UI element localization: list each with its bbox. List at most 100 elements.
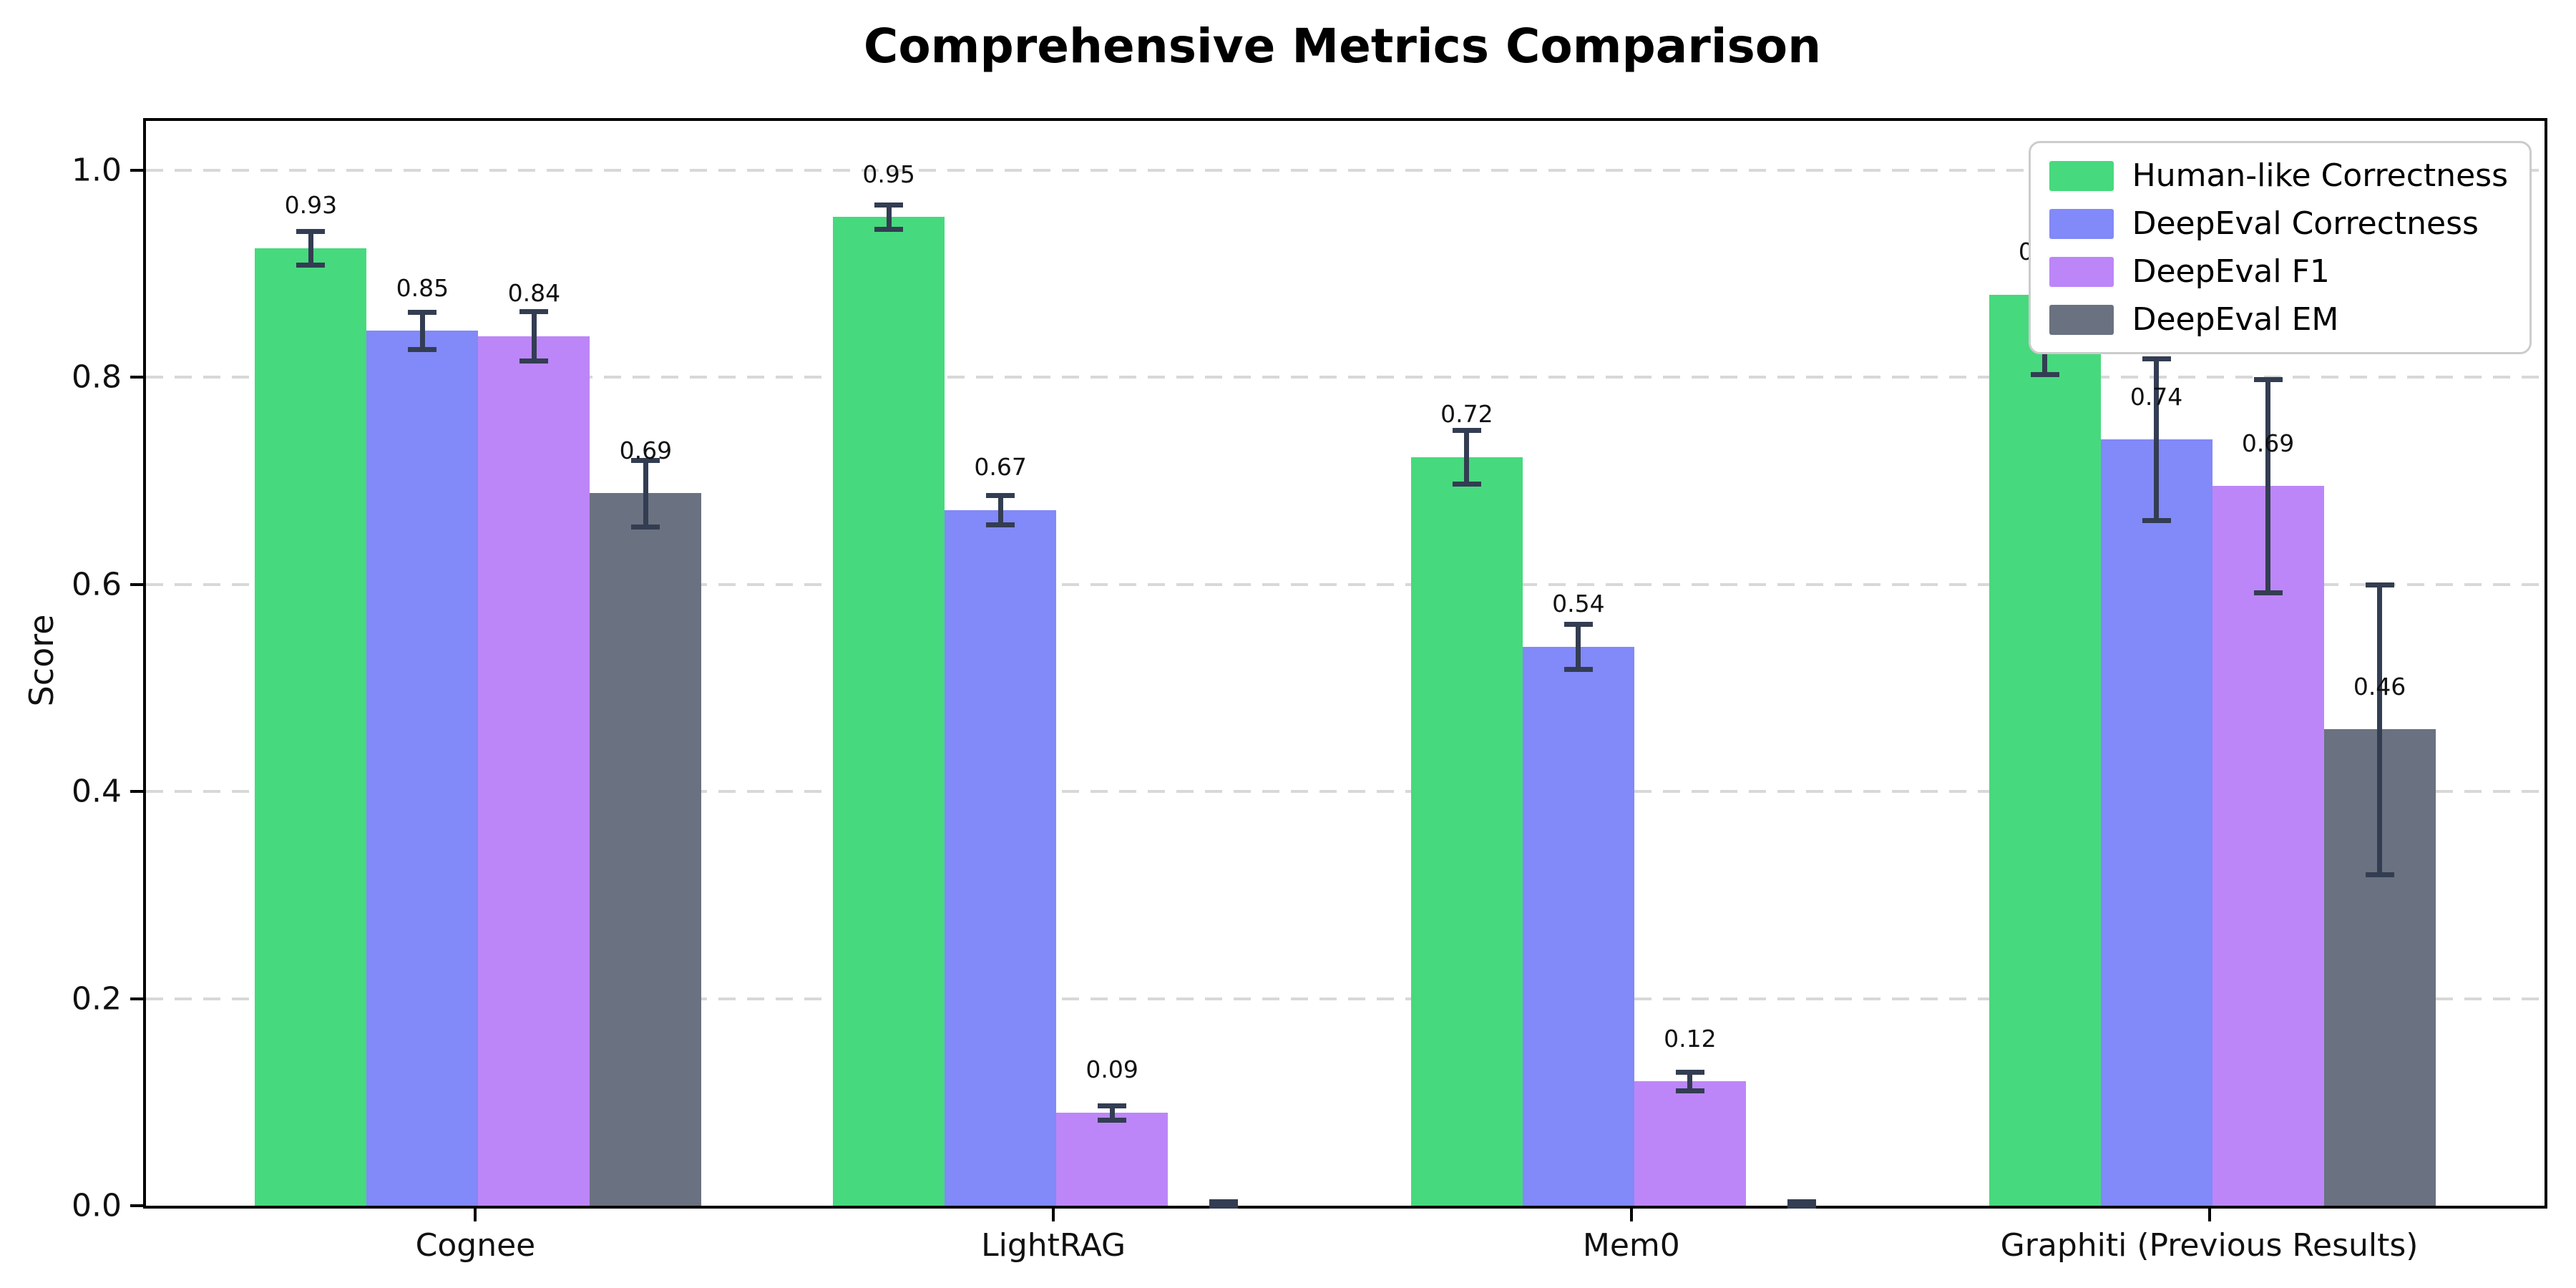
- bar-value-label: 0.85: [396, 273, 449, 302]
- legend-label: Human-like Correctness: [2132, 157, 2508, 194]
- error-bar-cap-top: [408, 310, 437, 316]
- error-bar-cap-top: [1675, 1070, 1704, 1075]
- error-bar-cap-top: [986, 493, 1015, 499]
- gridline: [146, 376, 2545, 379]
- x-tick-label: LightRAG: [981, 1227, 1126, 1264]
- error-bar-cap-top: [1209, 1199, 1239, 1205]
- bar: [2212, 486, 2324, 1206]
- error-bar-cap-bottom: [1787, 1204, 1816, 1209]
- error-bar: [1109, 1105, 1115, 1120]
- error-bar-cap-bottom: [408, 347, 437, 353]
- y-tick-mark: [130, 1204, 143, 1207]
- legend-item: Human-like Correctness: [2049, 157, 2508, 194]
- x-tick-mark: [2207, 1209, 2211, 1221]
- error-bar: [1576, 623, 1581, 670]
- error-bar-cap-top: [874, 202, 904, 208]
- bar-value-label: 0.93: [284, 191, 338, 220]
- legend-label: DeepEval F1: [2132, 253, 2330, 290]
- x-tick-mark: [1629, 1209, 1633, 1221]
- error-bar-cap-bottom: [631, 524, 660, 530]
- error-bar: [1687, 1072, 1693, 1091]
- error-bar-cap-top: [519, 308, 549, 314]
- x-tick-label: Mem0: [1582, 1227, 1680, 1264]
- bar: [1056, 1112, 1169, 1206]
- gridline: [146, 997, 2545, 1000]
- error-bar-cap-bottom: [1675, 1088, 1704, 1094]
- bar-value-label: 0.72: [1440, 400, 1493, 429]
- error-bar-cap-bottom: [2030, 372, 2059, 378]
- bar: [478, 336, 590, 1206]
- error-bar-cap-bottom: [519, 358, 549, 364]
- bar: [590, 493, 702, 1206]
- y-tick-mark: [130, 790, 143, 794]
- error-bar-cap-top: [2365, 582, 2394, 587]
- legend-swatch: [2049, 304, 2114, 335]
- y-tick-mark: [130, 997, 143, 1000]
- bar: [2100, 439, 2212, 1206]
- bar-value-label: 0.95: [862, 160, 915, 188]
- y-tick-mark: [130, 376, 143, 379]
- error-bar-cap-top: [296, 229, 326, 235]
- error-bar-cap-top: [2253, 377, 2283, 383]
- error-bar-cap-bottom: [1452, 482, 1481, 487]
- error-bar-cap-bottom: [2253, 590, 2283, 596]
- y-tick-mark: [130, 582, 143, 586]
- error-bar: [531, 311, 537, 361]
- y-tick-label: 0.6: [72, 566, 122, 603]
- x-tick-mark: [1052, 1209, 1055, 1221]
- gridline: [146, 790, 2545, 794]
- error-bar-cap-bottom: [986, 522, 1015, 527]
- x-tick-label: Cognee: [415, 1227, 536, 1264]
- gridline: [146, 582, 2545, 586]
- error-bar-cap-top: [1563, 621, 1593, 627]
- bar: [1410, 457, 1523, 1206]
- bar: [945, 509, 1057, 1206]
- legend-swatch: [2049, 160, 2114, 191]
- bar-value-label: 0.12: [1664, 1024, 1717, 1053]
- error-bar-cap-top: [631, 458, 660, 464]
- error-bar-cap-top: [1452, 428, 1481, 434]
- error-bar: [1464, 430, 1470, 484]
- bar: [366, 331, 479, 1206]
- y-tick-label: 0.8: [72, 358, 122, 396]
- error-bar-cap-bottom: [874, 227, 904, 233]
- error-bar-cap-bottom: [1563, 667, 1593, 673]
- error-bar-cap-top: [1098, 1103, 1127, 1108]
- error-bar-cap-bottom: [2142, 518, 2171, 524]
- error-bar: [419, 312, 425, 350]
- error-bar: [2265, 379, 2271, 593]
- y-tick-label: 0.4: [72, 773, 122, 810]
- bar: [1989, 294, 2101, 1206]
- error-bar: [997, 495, 1003, 525]
- bar-value-label: 0.74: [2129, 382, 2183, 411]
- legend-item: DeepEval Correctness: [2049, 205, 2508, 242]
- legend: Human-like Correctness DeepEval Correctne…: [2028, 141, 2532, 354]
- error-bar-cap-bottom: [1209, 1204, 1239, 1209]
- bar: [255, 248, 367, 1206]
- bar: [1634, 1081, 1746, 1206]
- bar-value-label: 0.69: [619, 436, 673, 464]
- error-bar-cap-bottom: [2365, 872, 2394, 877]
- error-bar-cap-bottom: [1098, 1117, 1127, 1123]
- error-bar: [2154, 358, 2160, 521]
- y-tick-label: 0.2: [72, 980, 122, 1018]
- legend-item: DeepEval EM: [2049, 301, 2508, 338]
- chart-title: Comprehensive Metrics Comparison: [863, 19, 1822, 74]
- bar-value-label: 0.46: [2353, 672, 2406, 701]
- bar: [833, 217, 945, 1206]
- error-bar-cap-top: [1787, 1199, 1816, 1205]
- error-bar: [886, 204, 892, 230]
- bar-value-label: 0.69: [2241, 429, 2295, 457]
- error-bar: [308, 231, 313, 265]
- legend-item: DeepEval F1: [2049, 253, 2508, 290]
- bar-value-label: 0.54: [1552, 590, 1605, 618]
- gridline: [146, 169, 2545, 172]
- plot-area: Human-like Correctness DeepEval Correctne…: [143, 118, 2547, 1209]
- x-tick-mark: [474, 1209, 477, 1221]
- y-tick-mark: [130, 169, 143, 172]
- legend-swatch: [2049, 256, 2114, 287]
- x-tick-label: Graphiti (Previous Results): [2000, 1227, 2419, 1264]
- bar-value-label: 0.09: [1085, 1055, 1138, 1084]
- error-bar-cap-top: [2142, 356, 2171, 362]
